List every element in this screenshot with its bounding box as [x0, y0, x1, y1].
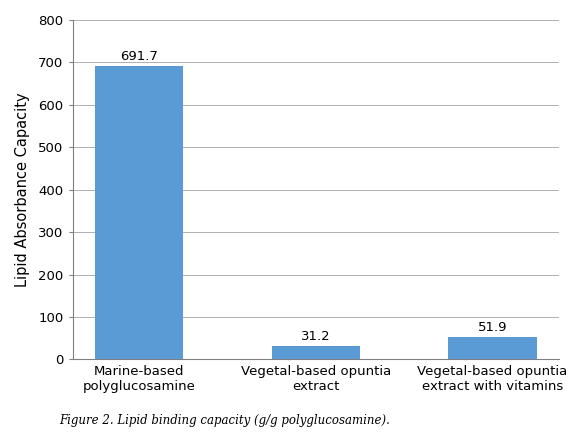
Text: Figure 2. Lipid binding capacity (g/g polyglucosamine).: Figure 2. Lipid binding capacity (g/g po…	[59, 414, 390, 427]
Y-axis label: Lipid Absorbance Capacity: Lipid Absorbance Capacity	[15, 92, 30, 287]
Bar	[448, 337, 537, 359]
Text: 31.2: 31.2	[301, 330, 330, 343]
Bar	[272, 346, 360, 359]
Text: 51.9: 51.9	[478, 321, 507, 334]
Bar	[95, 66, 183, 359]
Text: 691.7: 691.7	[120, 49, 158, 62]
